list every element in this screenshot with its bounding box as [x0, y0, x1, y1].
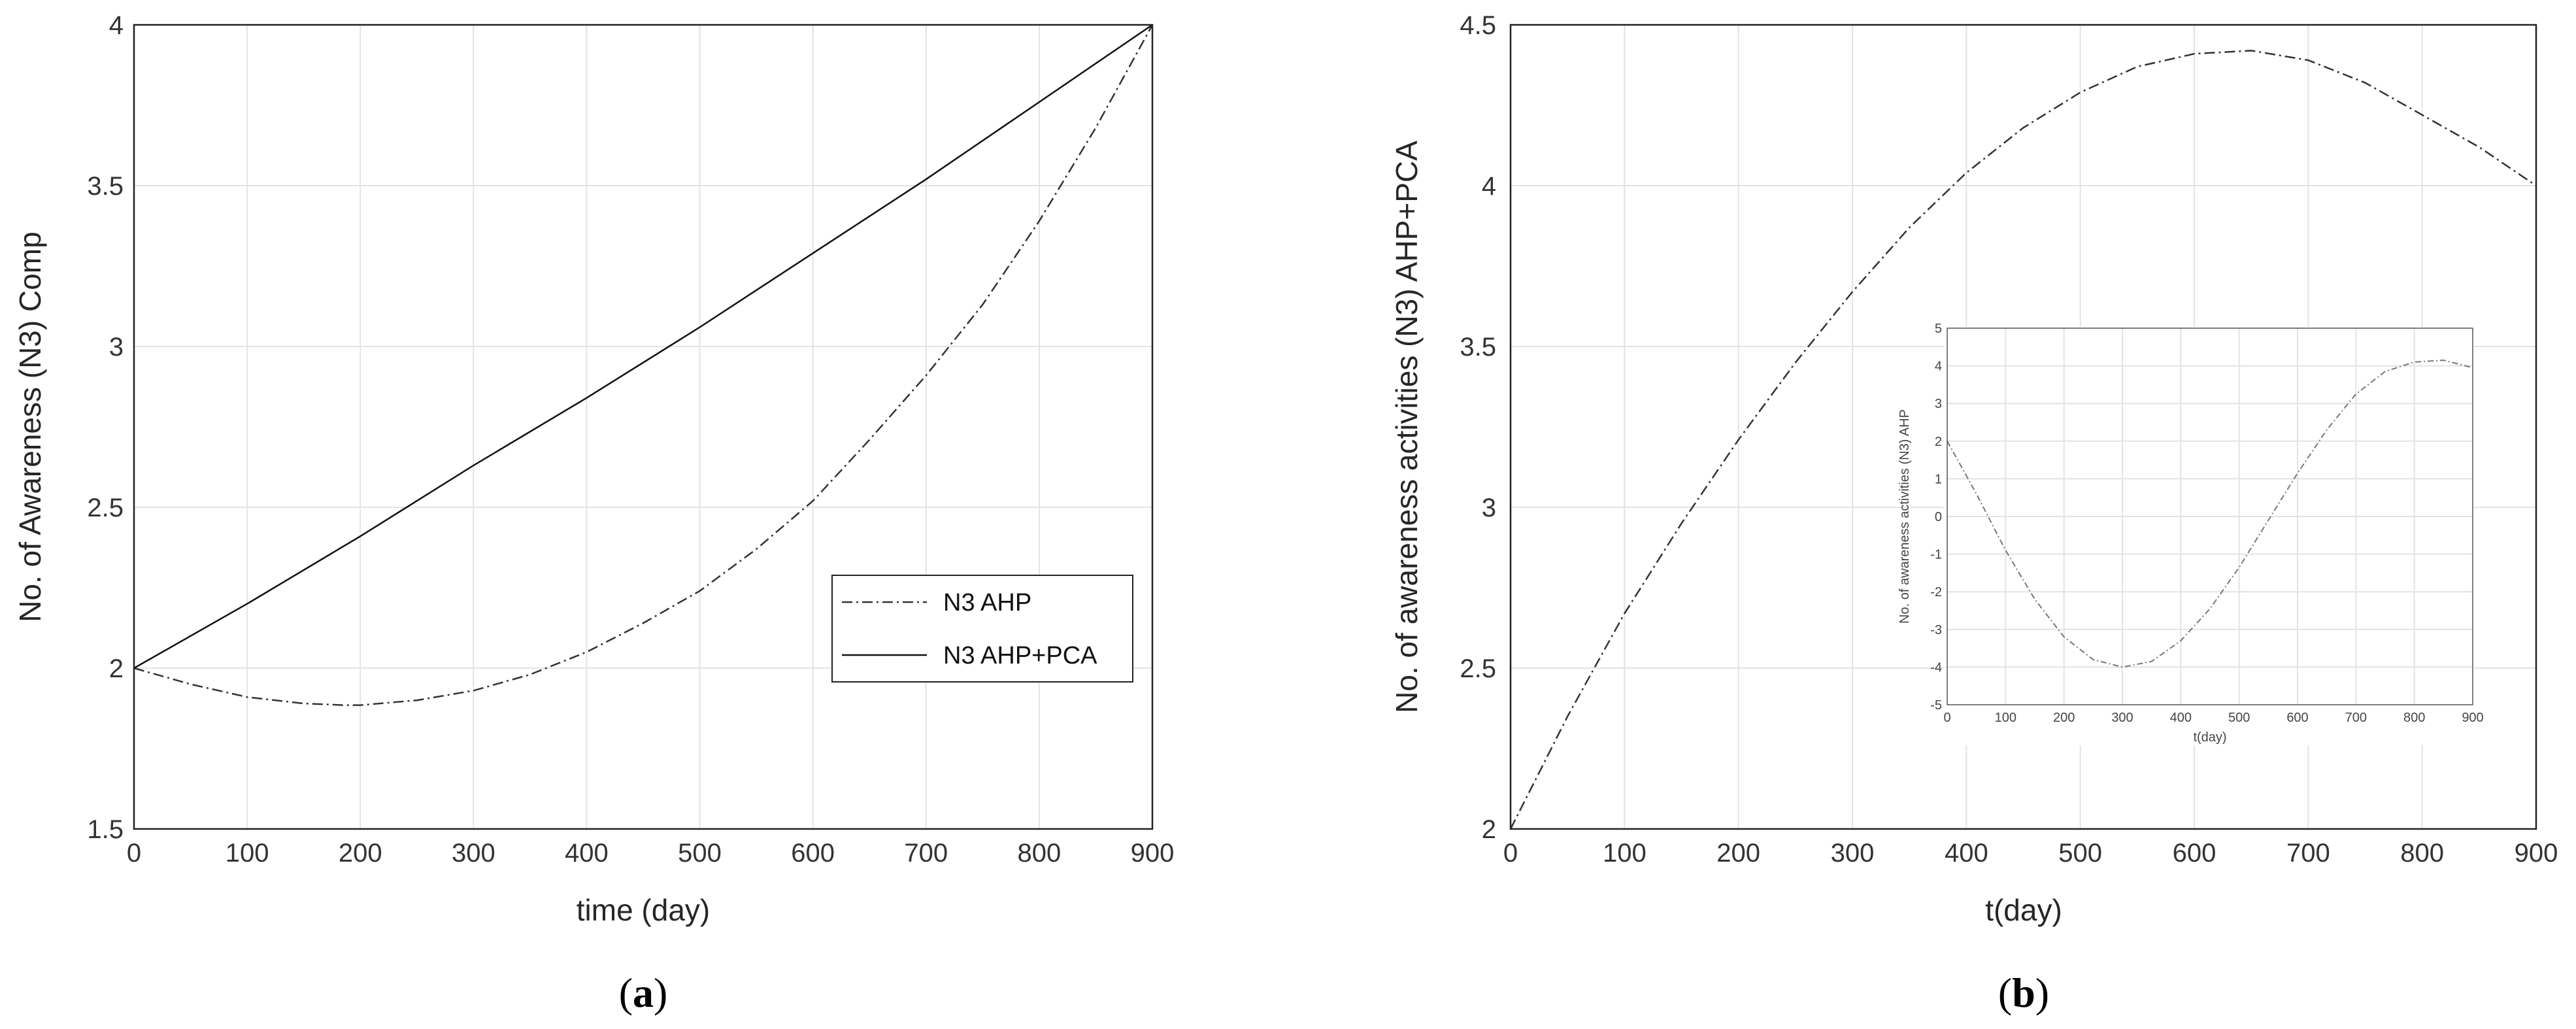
x-tick-label: 300 [2111, 711, 2133, 725]
x-tick-label: 400 [2170, 711, 2192, 725]
n3-ahp-line [133, 24, 1154, 706]
x-tick-label: 200 [339, 839, 382, 868]
inset-plot-frame [1947, 328, 2473, 705]
panel-a-series [133, 24, 1154, 706]
inset-background [1945, 327, 2474, 745]
y-tick-label: 2 [1935, 435, 1942, 449]
y-tick-label: 4.5 [1460, 11, 1496, 40]
y-tick-label: 4 [109, 11, 124, 40]
y-tick-label: -4 [1930, 660, 1942, 675]
panel-b-series [1509, 50, 2537, 830]
inset-y-axis-label: No. of awareness activities (N3) AHP [1898, 409, 1912, 624]
x-tick-label: 500 [678, 839, 722, 868]
series-0-line [1509, 50, 2537, 830]
x-tick-label: 700 [2286, 839, 2330, 868]
panel-b-plot-frame [1509, 24, 2537, 830]
x-tick-label: 200 [2053, 711, 2075, 725]
y-tick-label: -2 [1930, 585, 1942, 599]
panel-a-x-tick-labels: 0 100 200 300 400 500 600 700 800 900 [127, 839, 1175, 868]
inset-gridlines [1947, 328, 2473, 705]
panel-a-chart: 0 100 200 300 400 500 600 700 800 900 1.5 2 2.5 3 3.5… [13, 11, 1174, 1016]
y-tick-label: 1.5 [87, 815, 124, 844]
x-tick-label: 600 [791, 839, 835, 868]
panel-b-y-tick-labels: 2 2.5 3 3.5 4 4.5 [1460, 11, 1496, 844]
x-tick-label: 600 [2286, 711, 2308, 725]
panel-a-x-axis-label: time (day) [577, 893, 710, 927]
y-tick-label: 2 [1482, 815, 1496, 844]
y-tick-label: -3 [1930, 623, 1942, 637]
panel-a-y-axis-label: No. of Awareness (N3) Comp [13, 231, 47, 622]
legend-label-n3-ahp-pca: N3 AHP+PCA [943, 642, 1097, 669]
y-tick-label: 4 [1482, 172, 1496, 201]
panel-a-legend: N3 AHP N3 AHP+PCA [831, 575, 1133, 683]
y-tick-label: 2.5 [1460, 654, 1496, 683]
x-tick-label: 900 [1131, 839, 1175, 868]
panel-b-x-tick-labels: 0 100 200 300 400 500 600 700 800 900 [1503, 839, 2558, 868]
x-tick-label: 100 [1995, 711, 2016, 725]
x-tick-label: 400 [565, 839, 609, 868]
panel-b-chart: 0 100 200 300 400 500 600 700 800 900 22.533.544.… [1390, 11, 2558, 1016]
panel-a-gridlines [134, 25, 1152, 829]
x-tick-label: 100 [226, 839, 269, 868]
panel-a-y-tick-labels: 1.5 2 2.5 3 3.5 4 [87, 11, 124, 844]
x-tick-label: 700 [904, 839, 948, 868]
x-tick-label: 100 [1603, 839, 1647, 868]
n3-ahp-pca-line [133, 24, 1153, 669]
y-tick-label: 3.5 [1460, 333, 1496, 362]
legend-box [831, 575, 1133, 683]
y-tick-label: 0 [1935, 510, 1942, 524]
panel-a-label: (a) [619, 970, 668, 1016]
inset-y-tick-labels: -5 -4 -3 -2 -1 0 1 2 3 4 5 [1930, 322, 1942, 713]
x-tick-label: 500 [2058, 839, 2102, 868]
x-tick-label: 0 [1503, 839, 1518, 868]
y-tick-label: 4 [1935, 360, 1942, 374]
y-tick-label: 1 [1935, 472, 1942, 486]
y-tick-label: -1 [1930, 548, 1942, 562]
x-tick-label: 300 [1831, 839, 1875, 868]
x-tick-label: 800 [2400, 839, 2444, 868]
x-tick-label: 300 [452, 839, 495, 868]
y-tick-label: 5 [1935, 322, 1942, 336]
y-tick-label: 3.5 [87, 172, 124, 201]
panel-b-y-axis-label: No. of awareness activities (N3) AHP+PCA [1390, 141, 1424, 713]
x-tick-label: 700 [2345, 711, 2367, 725]
x-tick-label: 0 [1943, 711, 1950, 725]
x-tick-label: 900 [2515, 839, 2558, 868]
y-tick-label: 3 [1935, 397, 1942, 411]
x-tick-label: 500 [2228, 711, 2250, 725]
panel-b-label: (b) [1998, 970, 2049, 1016]
inset-x-tick-labels: 0 100 200 300 400 500 600 700 800 900 [1943, 711, 2483, 725]
inset-x-axis-label: t(day) [2193, 730, 2226, 745]
panel-b-x-axis-label: t(day) [1985, 893, 2062, 927]
series-0-line [1947, 359, 2473, 668]
y-tick-label: 2.5 [87, 494, 124, 522]
y-tick-label: 2 [109, 654, 124, 683]
y-tick-label: 3 [1482, 494, 1496, 522]
x-tick-label: 800 [1018, 839, 1062, 868]
x-tick-label: 0 [127, 839, 141, 868]
x-tick-label: 900 [2462, 711, 2483, 725]
x-tick-label: 400 [1945, 839, 1988, 868]
panel-b-inset-chart: 0 100 200 300 400 500 600 700 800 900 -5 -4 -3 -2 -1 0… [1898, 322, 2484, 745]
inset-series [1947, 359, 2473, 668]
x-tick-label: 800 [2403, 711, 2425, 725]
legend-label-n3-ahp: N3 AHP [943, 589, 1031, 616]
panel-a-plot-frame [133, 24, 1154, 830]
x-tick-label: 200 [1716, 839, 1760, 868]
y-tick-label: 3 [109, 333, 124, 362]
y-tick-label: -5 [1930, 698, 1942, 713]
x-tick-label: 600 [2173, 839, 2216, 868]
